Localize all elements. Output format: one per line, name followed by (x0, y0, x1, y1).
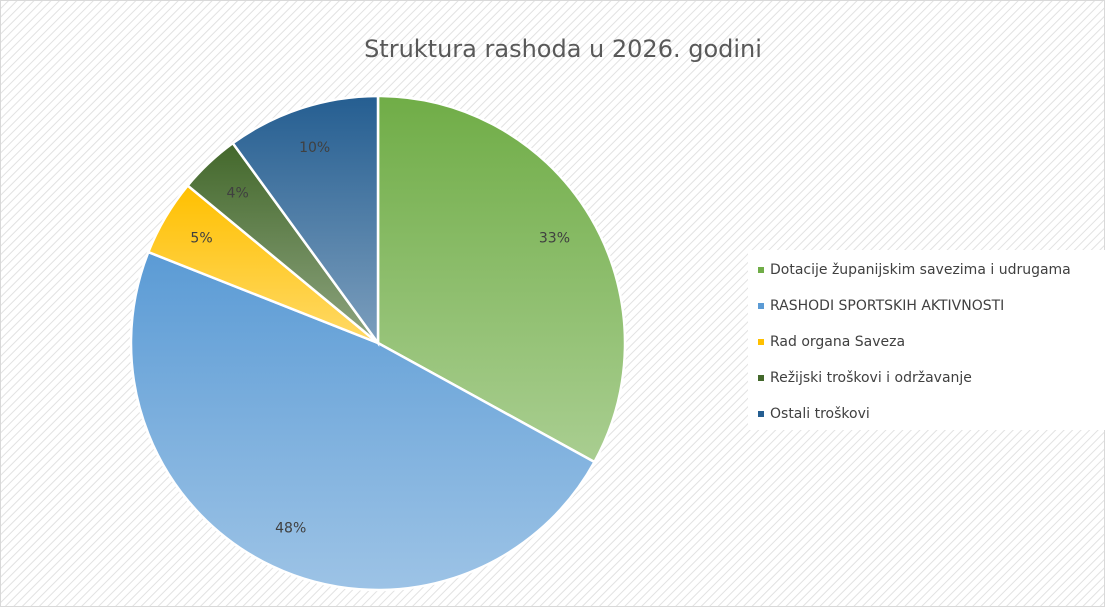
legend-label: RASHODI SPORTSKIH AKTIVNOSTI (770, 298, 1004, 314)
legend-label: Režijski troškovi i održavanje (770, 370, 972, 386)
legend-marker (758, 267, 764, 273)
legend-marker (758, 339, 764, 345)
data-label: 4% (227, 186, 249, 202)
legend-marker (758, 375, 764, 381)
data-label: 10% (299, 140, 330, 156)
legend-background (748, 250, 1105, 430)
data-label: 5% (190, 231, 212, 247)
legend-marker (758, 411, 764, 417)
data-label: 33% (539, 231, 570, 247)
legend-label: Ostali troškovi (770, 406, 870, 422)
pie-slice-fill (376, 94, 627, 464)
chart-title: Struktura rashoda u 2026. godini (364, 35, 762, 63)
data-label: 48% (275, 520, 306, 536)
pie-slice-fill (231, 94, 380, 347)
pie-slice-fill (129, 250, 597, 592)
legend-marker (758, 303, 764, 309)
legend-label: Dotacije županijskim savezima i udrugama (770, 262, 1071, 278)
legend-label: Rad organa Saveza (770, 334, 905, 350)
